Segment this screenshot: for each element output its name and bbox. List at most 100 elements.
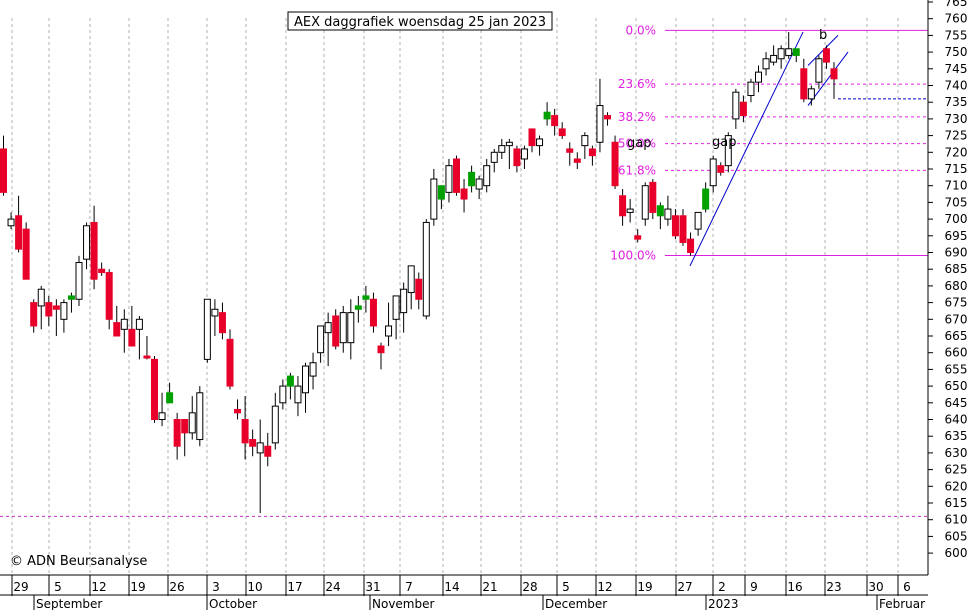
month-label: December <box>545 597 607 610</box>
y-tick-label: 695 <box>945 229 968 243</box>
candle <box>792 48 800 63</box>
candle-body <box>7 218 15 227</box>
candle-body <box>226 338 234 387</box>
y-tick-label: 720 <box>945 145 968 159</box>
candle <box>203 298 211 363</box>
candle-body <box>724 135 732 167</box>
x-tick-label: 27 <box>677 580 692 594</box>
chart-annotation: gap <box>712 135 736 150</box>
candle <box>807 85 815 106</box>
y-tick-label: 650 <box>945 379 968 393</box>
candle <box>505 138 513 169</box>
y-tick-label: 605 <box>945 529 968 543</box>
candle-body <box>747 81 755 97</box>
title-box: AEX daggrafiek woensdag 25 jan 2023 <box>287 11 553 31</box>
candle <box>67 292 75 313</box>
candle <box>158 392 166 427</box>
candle <box>468 165 476 193</box>
candle-body <box>264 445 272 457</box>
fib-level-label: 38.2% <box>618 110 656 124</box>
x-tick-label: 28 <box>522 580 537 594</box>
month-label: September <box>36 597 102 610</box>
y-tick-label: 760 <box>945 12 968 26</box>
y-tick-label: 675 <box>945 296 968 310</box>
month-label: October <box>209 597 257 610</box>
x-tick-label: 29 <box>13 580 28 594</box>
candle-body <box>75 262 83 300</box>
candle-body <box>158 412 166 421</box>
candle <box>143 336 151 360</box>
candle-body <box>543 111 551 120</box>
x-axis: 29 5 12 19 26 3 10 17 24 31 7 14 21 28 5 12 19 27 2 9 16 23 30… <box>0 574 928 610</box>
candle-body <box>135 318 143 330</box>
candle <box>385 302 393 347</box>
candle <box>709 155 717 193</box>
candle-body <box>196 392 204 441</box>
candle-body <box>551 115 559 127</box>
candle <box>437 185 445 210</box>
candle <box>543 102 551 126</box>
x-tick-label: 21 <box>482 580 497 594</box>
candle <box>770 45 778 66</box>
candle-body <box>468 171 476 187</box>
candle-body <box>460 188 468 200</box>
candle <box>218 302 226 340</box>
candle-body <box>294 385 302 404</box>
candle-body <box>302 365 309 394</box>
candle <box>52 299 60 336</box>
x-tick-label: 5 <box>562 580 570 594</box>
candle <box>475 175 483 200</box>
y-tick-label: 755 <box>945 28 968 42</box>
candle <box>256 419 264 514</box>
y-tick-label: 630 <box>945 446 968 460</box>
month-label: Februar <box>879 597 925 610</box>
candle <box>60 299 68 333</box>
x-tick-label: 10 <box>247 580 262 594</box>
x-tick-label: 6 <box>903 580 911 594</box>
candle <box>732 88 740 129</box>
candle <box>226 329 234 390</box>
candle-body <box>785 48 793 56</box>
candle-body <box>792 48 800 56</box>
candle <box>551 108 559 136</box>
fib-level-label: 23.6% <box>618 77 656 91</box>
candle <box>271 392 279 450</box>
candle-body <box>218 312 226 334</box>
y-tick-label: 670 <box>945 312 968 326</box>
candle <box>377 342 385 370</box>
candle <box>15 195 23 253</box>
x-tick-label: 17 <box>287 580 302 594</box>
candle <box>656 202 664 230</box>
candle-body <box>762 58 770 70</box>
fib-level-label: 61.8% <box>618 163 656 177</box>
candle <box>234 399 242 420</box>
candle-body <box>203 298 211 360</box>
candle-body <box>105 272 113 320</box>
candle <box>105 269 113 330</box>
candle-body <box>641 185 649 220</box>
month-label: November <box>372 597 434 610</box>
annotations: gap gap b <box>627 28 827 151</box>
candle <box>664 195 672 226</box>
candle <box>83 222 91 270</box>
candle <box>822 45 830 69</box>
y-tick-label: 765 <box>945 0 968 9</box>
candle <box>694 211 702 236</box>
candle-body <box>407 265 415 294</box>
x-tick-label: 23 <box>826 580 841 594</box>
y-tick-label: 610 <box>945 513 968 527</box>
candle <box>151 356 158 423</box>
candle <box>113 305 121 337</box>
y-tick-label: 655 <box>945 362 968 376</box>
candle <box>75 255 83 306</box>
candle-body <box>324 322 332 334</box>
candle <box>588 145 596 166</box>
candle <box>294 376 302 417</box>
candle <box>800 58 808 103</box>
candle <box>286 372 294 400</box>
candle-body <box>634 235 642 240</box>
candle <box>785 32 793 59</box>
candle <box>354 295 362 323</box>
candle <box>739 95 747 123</box>
candle <box>687 232 695 256</box>
